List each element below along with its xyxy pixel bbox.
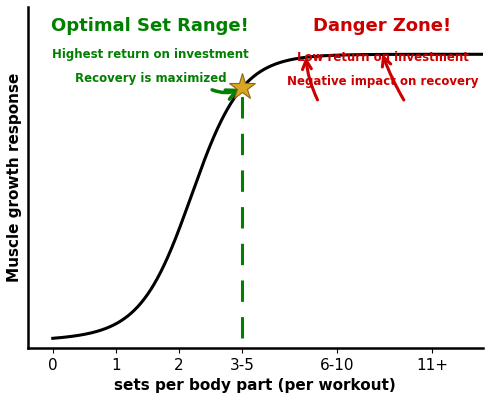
Text: Negative impact on recovery: Negative impact on recovery [286,75,478,88]
Text: Low return on investment: Low return on investment [296,51,468,64]
Y-axis label: Muscle growth response: Muscle growth response [7,73,22,282]
Text: Optimal Set Range!: Optimal Set Range! [52,17,249,35]
X-axis label: sets per body part (per workout): sets per body part (per workout) [114,378,396,393]
Text: Recovery is maximized: Recovery is maximized [74,72,226,85]
Text: Highest return on investment: Highest return on investment [52,48,248,61]
Text: Danger Zone!: Danger Zone! [314,17,452,35]
